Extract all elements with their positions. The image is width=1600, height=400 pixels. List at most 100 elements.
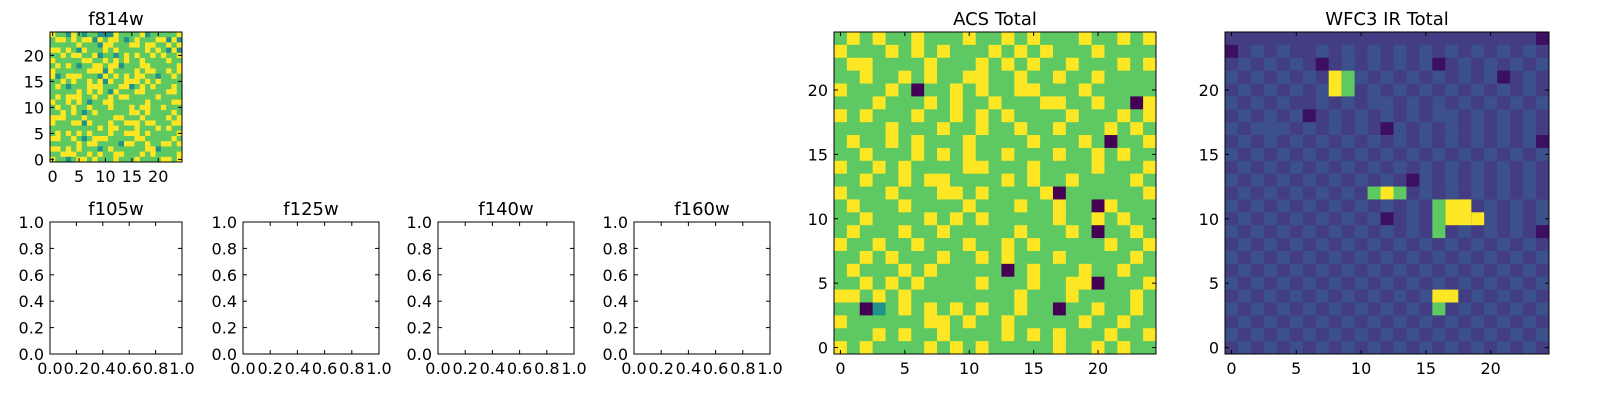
heatmap-cell <box>1289 341 1304 355</box>
heatmap-cell <box>108 73 114 80</box>
heatmap-cell <box>113 156 120 163</box>
heatmap-cell <box>1328 263 1343 278</box>
heatmap-cell <box>113 120 120 126</box>
heatmap-cell <box>1143 96 1157 110</box>
heatmap-cell <box>1445 250 1459 265</box>
heatmap-cell <box>962 109 977 123</box>
heatmap-cell <box>1445 70 1459 84</box>
heatmap-cell <box>176 136 183 142</box>
heatmap-cell <box>1406 122 1420 136</box>
heatmap-cell <box>885 315 899 329</box>
heatmap-hotspot <box>1458 199 1472 213</box>
heatmap-cell <box>846 70 861 84</box>
heatmap-cell <box>123 32 130 38</box>
heatmap-cell <box>962 70 977 84</box>
heatmap-cell <box>166 151 172 158</box>
heatmap-cell <box>76 110 83 116</box>
heatmap-cell <box>145 120 151 126</box>
heatmap-cell <box>1117 109 1131 123</box>
heatmap-cell <box>924 186 938 200</box>
y-tick-label: 0.0 <box>407 345 432 364</box>
heatmap-cell <box>1143 289 1157 303</box>
heatmap-cell <box>1117 289 1131 303</box>
heatmap-cell <box>55 120 61 126</box>
heatmap-cell <box>1276 135 1291 149</box>
heatmap-cell <box>988 250 1002 265</box>
y-tick-label: 0.0 <box>212 345 237 364</box>
heatmap-cell <box>1380 212 1394 226</box>
y-tick-label: 0 <box>34 150 44 169</box>
heatmap-cell <box>1432 263 1446 278</box>
heatmap-cell <box>1276 96 1291 110</box>
heatmap-cell <box>1367 96 1381 110</box>
heatmap-cell <box>81 89 88 95</box>
heatmap-cell <box>859 328 874 342</box>
axes-frame <box>633 221 771 355</box>
heatmap-cell <box>150 125 156 132</box>
heatmap-cell <box>1237 315 1252 329</box>
heatmap-cell <box>1432 135 1446 149</box>
heatmap-cell <box>949 96 964 110</box>
heatmap-cell <box>71 125 77 132</box>
heatmap-cell <box>962 276 977 290</box>
heatmap-cell <box>65 63 72 69</box>
heatmap-cell <box>108 125 114 132</box>
heatmap-cell <box>1091 96 1105 110</box>
heatmap-cell <box>134 156 141 163</box>
heatmap-cell <box>108 84 114 90</box>
heatmap-cell <box>1143 328 1157 342</box>
heatmap-cell <box>949 173 964 187</box>
heatmap-cell <box>1104 225 1118 239</box>
heatmap-cell <box>134 37 141 43</box>
heatmap-cell <box>1091 341 1105 355</box>
heatmap-cell <box>1471 186 1485 200</box>
heatmap-cell <box>1040 263 1054 278</box>
heatmap-cell <box>171 115 178 121</box>
heatmap-cell <box>1027 147 1041 162</box>
heatmap-cell <box>1065 57 1080 72</box>
heatmap-cell <box>134 73 141 80</box>
heatmap-cell <box>834 276 848 290</box>
heatmap-cell <box>988 57 1002 72</box>
heatmap-cell <box>1341 109 1355 123</box>
heatmap-cell <box>65 78 72 85</box>
heatmap-cell <box>92 125 98 132</box>
heatmap-cell <box>885 83 899 97</box>
heatmap-cell <box>846 289 861 303</box>
heatmap-cell <box>1484 289 1498 303</box>
heatmap-cell <box>129 37 135 43</box>
heatmap-cell <box>150 32 156 38</box>
heatmap-cell <box>1237 96 1252 110</box>
heatmap-cell <box>1341 122 1355 136</box>
heatmap-cell <box>81 136 88 142</box>
heatmap-cell <box>1130 212 1144 226</box>
heatmap-cell <box>76 151 83 158</box>
heatmap-cell <box>1276 315 1291 329</box>
heatmap-cell <box>834 199 848 213</box>
heatmap-cell <box>1536 160 1550 175</box>
heatmap-cell <box>1276 70 1291 84</box>
heatmap-cell <box>108 52 114 59</box>
heatmap-cell <box>166 141 172 147</box>
heatmap-cell <box>71 73 77 80</box>
heatmap-cell <box>1276 160 1291 175</box>
heatmap-cell <box>97 78 104 85</box>
heatmap-cell <box>108 141 114 147</box>
heatmap-cell <box>975 315 989 329</box>
heatmap-cell <box>1471 83 1485 97</box>
heatmap-cell <box>1445 44 1459 59</box>
heatmap-cell <box>155 125 162 132</box>
heatmap-cell <box>1510 212 1524 226</box>
heatmap-cell <box>1393 341 1407 355</box>
heatmap-cell <box>1510 44 1524 59</box>
heatmap-cell <box>1341 328 1355 342</box>
heatmap-cell <box>1065 289 1080 303</box>
heatmap-cell <box>1078 199 1092 213</box>
x-tick-label: 1.0 <box>757 359 782 378</box>
heatmap-cell <box>113 136 120 142</box>
heatmap-cell <box>898 109 912 123</box>
heatmap-cell <box>949 263 964 278</box>
heatmap-cell <box>1027 250 1041 265</box>
heatmap-cell <box>1354 315 1368 329</box>
